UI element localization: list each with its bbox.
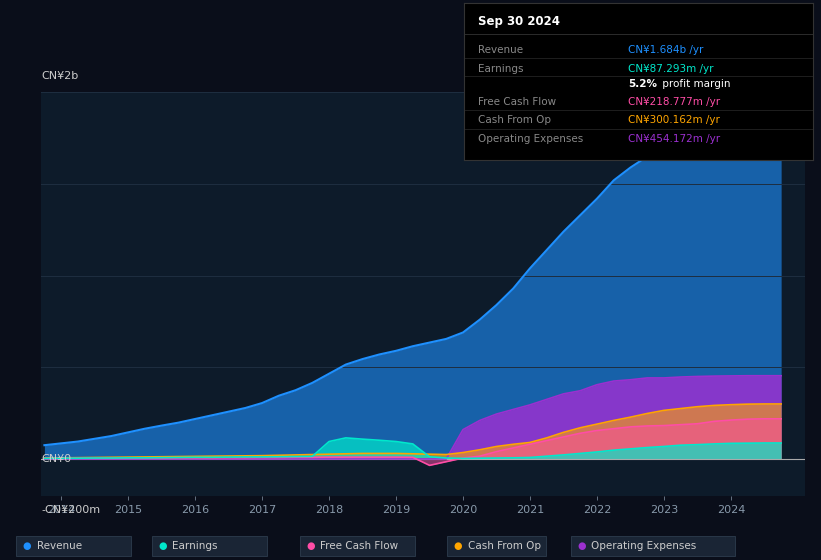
Text: Revenue: Revenue (478, 45, 523, 55)
Text: CN¥2b: CN¥2b (41, 71, 78, 81)
Text: CN¥218.777m /yr: CN¥218.777m /yr (628, 96, 720, 106)
Text: Operating Expenses: Operating Expenses (591, 541, 696, 551)
Text: Cash From Op: Cash From Op (468, 541, 541, 551)
Text: CN¥0: CN¥0 (41, 454, 71, 464)
Text: CN¥87.293m /yr: CN¥87.293m /yr (628, 64, 713, 74)
Text: ●: ● (454, 541, 462, 551)
Text: Earnings: Earnings (172, 541, 218, 551)
Text: Free Cash Flow: Free Cash Flow (478, 96, 556, 106)
Text: Revenue: Revenue (37, 541, 82, 551)
Text: -CN¥200m: -CN¥200m (41, 505, 100, 515)
Text: 5.2%: 5.2% (628, 78, 657, 88)
Text: Cash From Op: Cash From Op (478, 115, 551, 125)
Text: ●: ● (306, 541, 314, 551)
Text: CN¥300.162m /yr: CN¥300.162m /yr (628, 115, 720, 125)
Text: Operating Expenses: Operating Expenses (478, 134, 583, 144)
Text: CN¥454.172m /yr: CN¥454.172m /yr (628, 134, 720, 144)
Text: profit margin: profit margin (659, 78, 731, 88)
Text: Sep 30 2024: Sep 30 2024 (478, 15, 560, 29)
Text: ●: ● (158, 541, 167, 551)
Text: CN¥1.684b /yr: CN¥1.684b /yr (628, 45, 704, 55)
Text: Free Cash Flow: Free Cash Flow (320, 541, 398, 551)
Text: ●: ● (577, 541, 585, 551)
Text: Earnings: Earnings (478, 64, 523, 74)
Text: ●: ● (23, 541, 31, 551)
